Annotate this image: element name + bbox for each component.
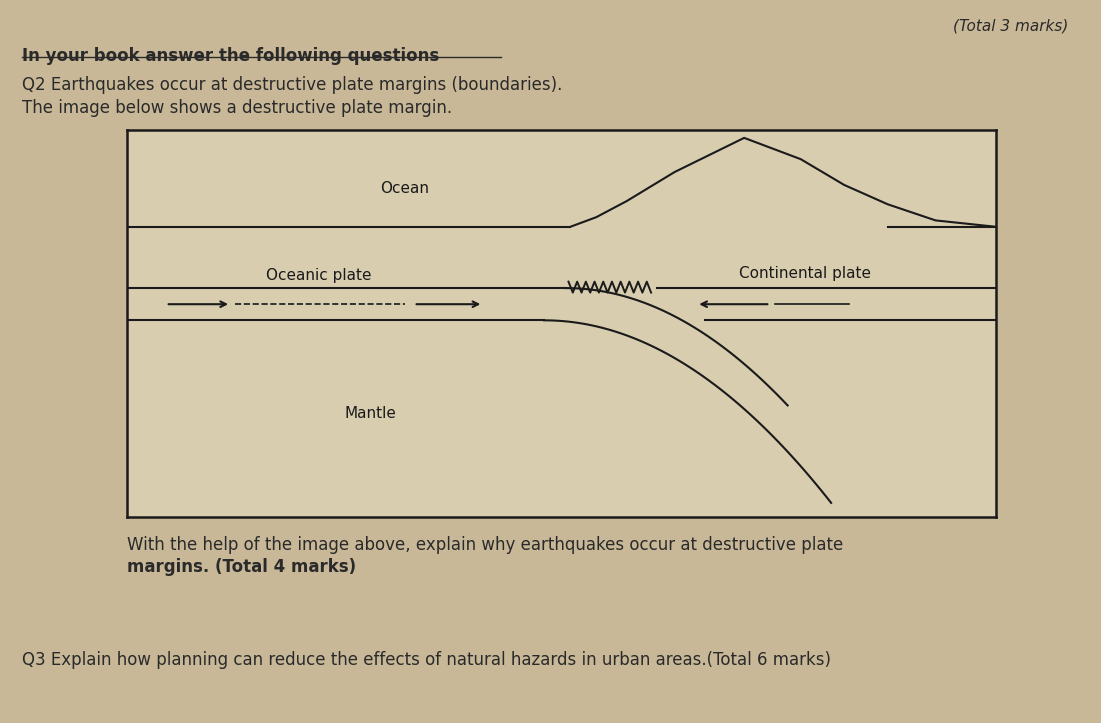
Text: Mantle: Mantle <box>345 406 396 422</box>
Text: The image below shows a destructive plate margin.: The image below shows a destructive plat… <box>22 99 453 117</box>
Text: In your book answer the following questions: In your book answer the following questi… <box>22 47 439 65</box>
Text: Continental plate: Continental plate <box>739 266 871 281</box>
Text: Oceanic plate: Oceanic plate <box>265 268 371 283</box>
Text: Ocean: Ocean <box>381 181 429 196</box>
Text: Q2 Earthquakes occur at destructive plate margins (boundaries).: Q2 Earthquakes occur at destructive plat… <box>22 76 563 94</box>
Text: margins. (Total 4 marks): margins. (Total 4 marks) <box>127 558 356 576</box>
Text: With the help of the image above, explain why earthquakes occur at destructive p: With the help of the image above, explai… <box>127 536 843 555</box>
Text: Q3 Explain how planning can reduce the effects of natural hazards in urban areas: Q3 Explain how planning can reduce the e… <box>22 651 831 669</box>
Text: (Total 3 marks): (Total 3 marks) <box>952 18 1068 33</box>
